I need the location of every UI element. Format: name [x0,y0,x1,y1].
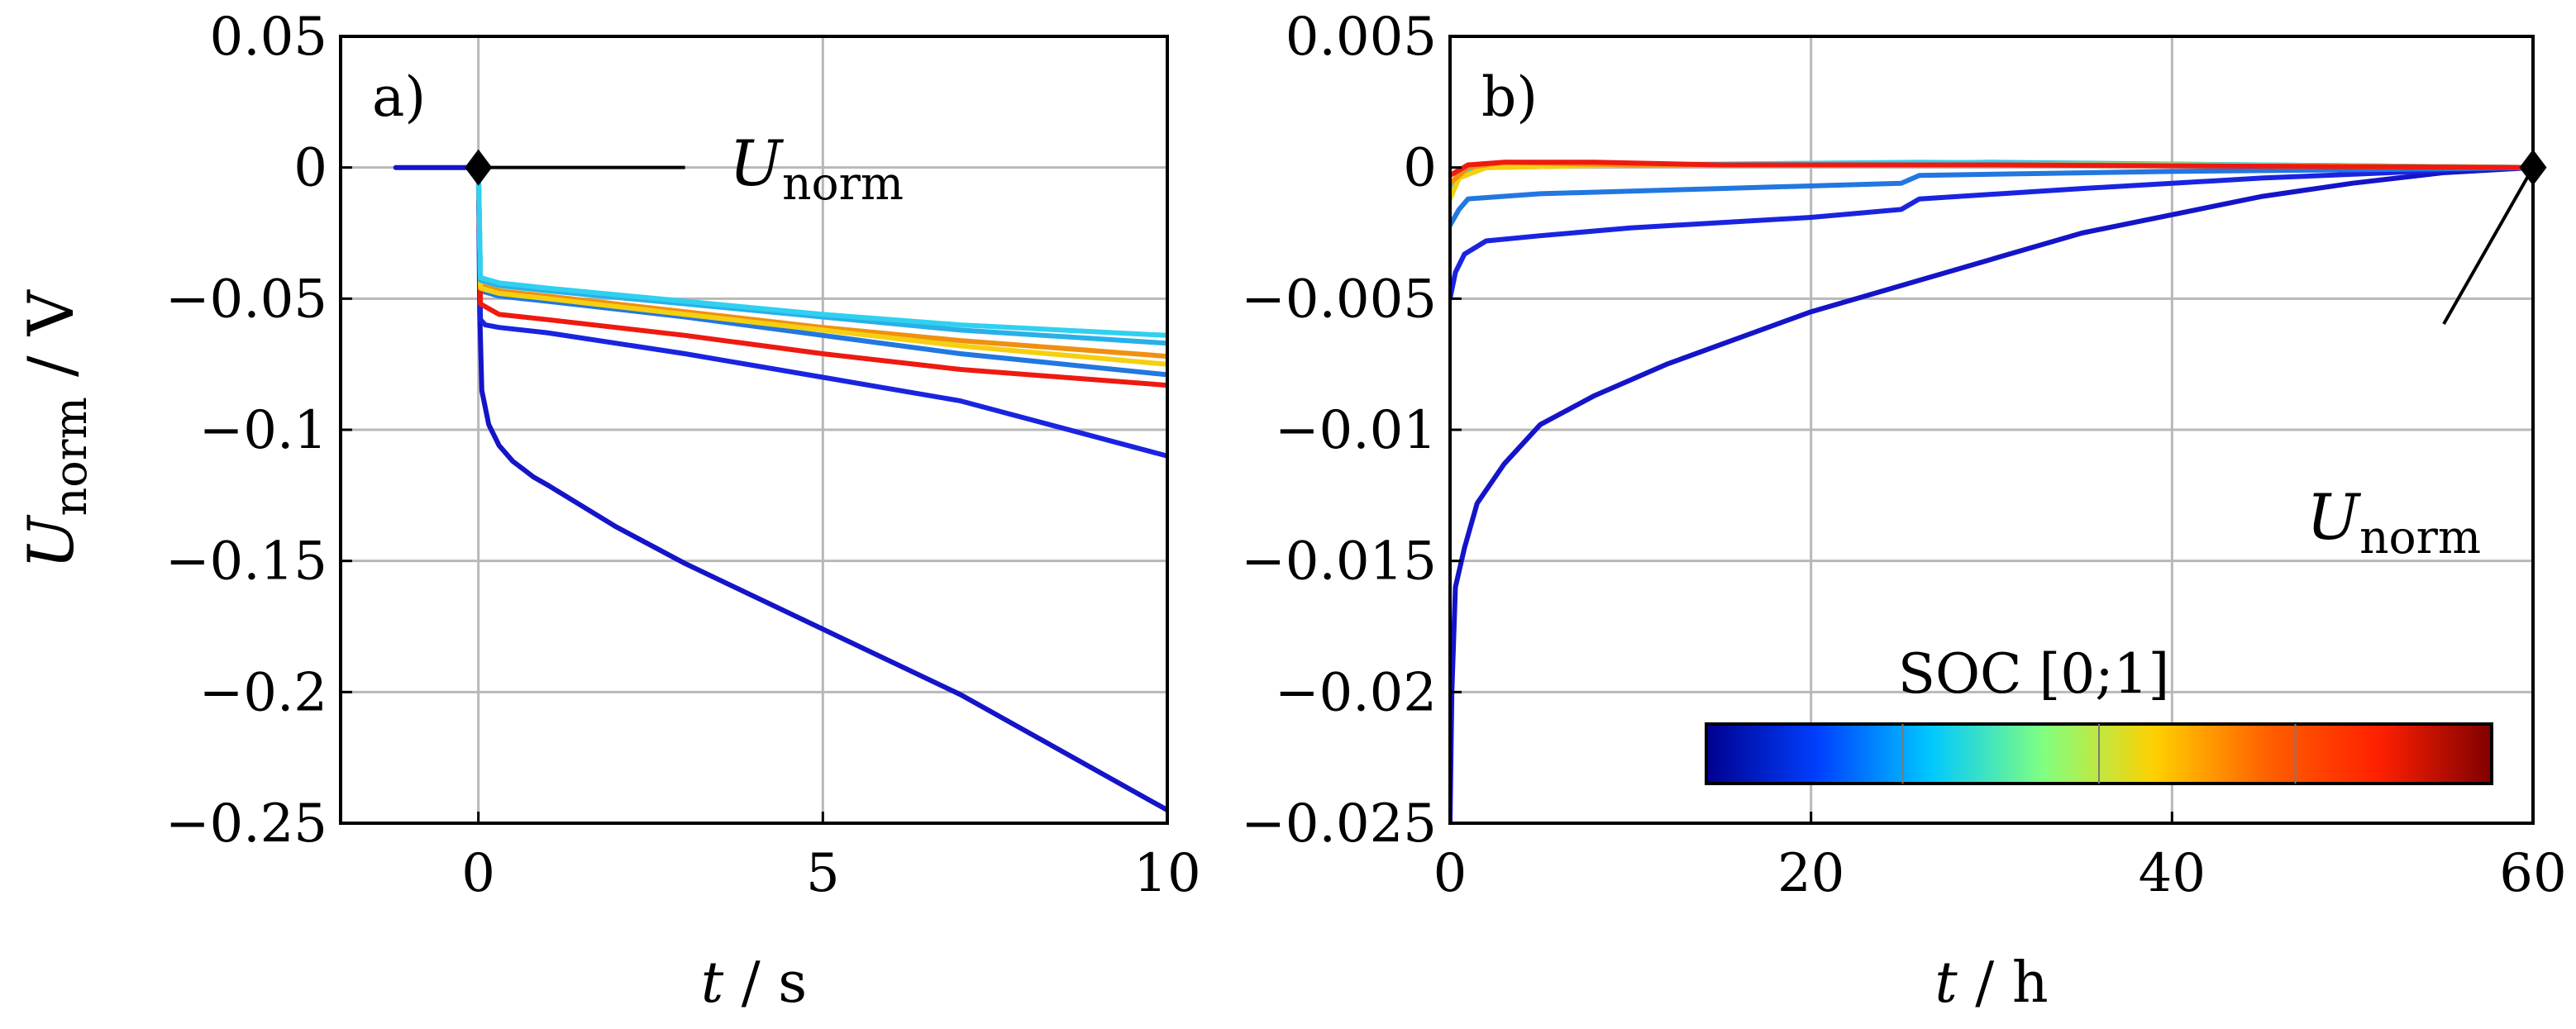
series-line [475,164,1167,367]
annotation-label: Unorm [2306,480,2481,564]
series-line [475,164,1167,459]
x-axis-label: t / s [701,950,807,1016]
x-tick-label: 40 [2139,843,2206,904]
colorbar-title: SOC [0;1] [1898,642,2170,706]
y-tick-label: 0 [1403,138,1437,199]
series-line [1450,160,2533,179]
x-tick-label: 20 [1777,843,1844,904]
y-axis-label: Unorm / V [14,289,97,569]
series-group [1450,160,2533,823]
panel-label: b) [1481,65,1538,129]
y-tick-label: 0.05 [210,7,328,68]
y-tick-label: −0.15 [165,531,327,593]
y-tick-label: −0.1 [199,400,327,461]
y-tick-label: −0.2 [199,662,327,723]
x-axis-label: t / h [1934,950,2048,1016]
series-line [1450,164,2533,823]
panel-a: 0.05 0 −0.05 −0.1 −0.15 −0.2 −0.25 0 5 10 a) t / s U… [14,7,1201,1016]
annotation-pointer [2442,166,2535,325]
series-line [1450,164,2533,302]
x-tick-label: 0 [461,843,495,904]
series-line [475,164,1167,346]
annotation-label: Unorm [729,126,904,210]
y-tick-label: −0.025 [1241,793,1437,855]
y-tick-label: 0 [293,138,327,199]
y-tick-label: 0.005 [1286,7,1437,68]
series-line [393,164,1167,813]
panel-label: a) [372,65,426,129]
series-line [475,164,1167,338]
x-tick-label: 0 [1433,843,1467,904]
series-line [475,164,1167,378]
series-line [1450,164,2533,228]
x-tick-label: 5 [806,843,840,904]
x-tick-label: 10 [1133,843,1200,904]
y-tick-label: −0.02 [1275,662,1437,723]
y-tick-label: −0.05 [165,269,327,330]
series-group [393,164,1167,813]
x-tick-label: 60 [2499,843,2566,904]
y-tick-label: −0.25 [165,793,327,855]
y-tick-label: −0.015 [1241,531,1437,593]
y-tick-label: −0.01 [1275,400,1437,461]
y-tick-label: −0.005 [1241,269,1437,330]
series-line [475,164,1167,388]
